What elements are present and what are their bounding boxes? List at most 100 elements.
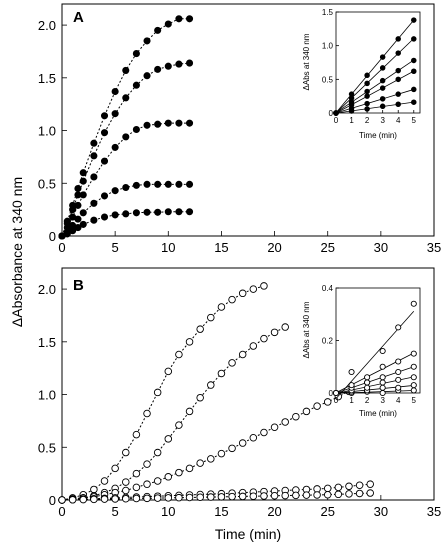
panel-b-series-3-point xyxy=(164,473,173,481)
panel-b-series-5-point xyxy=(68,496,77,504)
panel-b-series-4-point xyxy=(334,483,343,492)
panel-a-inset-series-1-point xyxy=(364,106,370,112)
panel-a-series-2-point xyxy=(90,199,98,207)
panel-a-inset-series-2-point xyxy=(379,96,386,102)
panel-a-series-5-point xyxy=(185,15,194,23)
panel-b-series-1-point xyxy=(122,448,130,457)
panel-b-inset-frame xyxy=(335,287,421,394)
panel-b-series-2-point xyxy=(196,393,204,402)
panel-b-series-3-point xyxy=(249,434,258,442)
panel-b-inset-series-6-point xyxy=(395,324,402,331)
panel-a-series-1-point xyxy=(154,208,162,216)
panel-a-series-3-point xyxy=(132,125,140,134)
panel-a-series-5-point xyxy=(122,66,130,74)
panel-a-series-2-point xyxy=(154,180,162,188)
panel-b-series-1-point xyxy=(185,338,194,346)
panel-b-x-tick-label: 5 xyxy=(112,504,119,519)
panel-b-series-3-point xyxy=(228,444,236,453)
panel-b-x-tick-label: 25 xyxy=(320,504,334,519)
panel-a-y-tick-label: 1.5 xyxy=(38,71,56,86)
panel-b-series-1-point xyxy=(153,388,162,397)
panel-b-x-tick-label: 20 xyxy=(267,504,281,519)
panel-a-x-tick-label: 20 xyxy=(267,240,281,255)
panel-a-y-tick-label: 2.0 xyxy=(38,18,56,33)
panel-a-series-3-point xyxy=(90,173,98,181)
panel-a-frame xyxy=(61,3,435,237)
panel-b-series-5-point xyxy=(164,494,173,502)
y-axis-label: ΔAbsorbance at 340 nm xyxy=(9,177,25,327)
panel-b-series-5-point xyxy=(249,492,258,500)
panel-a-y-tick-label: 0.5 xyxy=(38,176,56,191)
panel-b-series-3-point xyxy=(238,439,247,447)
panel-b-series-5-point xyxy=(111,495,119,503)
panel-a-inset-series-6-fit-line xyxy=(335,19,415,114)
panel-b-series-5-point xyxy=(153,494,162,502)
panel-a-series-3-point xyxy=(164,119,172,127)
panel-b-series-3-point xyxy=(196,459,204,467)
panel-a-series-5-point xyxy=(143,37,151,45)
panel-a-series-1-point xyxy=(79,220,87,228)
panel-b-series-5-point xyxy=(238,492,247,501)
panel-a-series-1-point xyxy=(90,216,98,224)
panel-a-inset-series-5-point xyxy=(395,50,401,56)
panel-a-letter: A xyxy=(73,9,84,26)
panel-b-inset-x-tick-label: 0 xyxy=(334,396,339,405)
panel-b-series-1-point xyxy=(143,409,151,418)
panel-a-inset-series-3-point xyxy=(364,93,370,99)
panel-b-inset-x-tick-label: 3 xyxy=(380,396,385,405)
panel-b-inset-series-6-point xyxy=(379,347,386,355)
panel-a-series-5-point xyxy=(175,15,183,23)
panel-a-series xyxy=(58,15,194,240)
panel-a-series-3-point xyxy=(111,143,119,151)
panel-b-series-5-point xyxy=(281,491,289,500)
panel-a-x-tick-label: 0 xyxy=(58,240,65,255)
panel-a-series-3-point xyxy=(175,119,183,127)
panel-b-series-1-point xyxy=(217,303,226,311)
panel-a-series-4-point xyxy=(100,129,109,137)
panel-b-series-5-point xyxy=(207,493,215,501)
panel-b-series-5-point xyxy=(196,493,204,502)
panel-b-y-tick-label: 2.0 xyxy=(38,282,56,297)
panel-b-series-5-point xyxy=(292,491,300,500)
panel-a-inset-series-4-fit-line xyxy=(335,59,415,114)
panel-b-series-2-point xyxy=(207,381,215,389)
panel-b-y-tick-label: 0.5 xyxy=(38,440,56,455)
panel-b-inset-series-4-point xyxy=(395,368,402,376)
panel-b-series-5-point xyxy=(270,492,279,500)
panel-a-x-tick-label: 25 xyxy=(320,240,334,255)
panel-a-series-3-point xyxy=(143,121,151,129)
panel-a-inset-series-2-point xyxy=(395,91,401,97)
panel-b-inset-series-4-point xyxy=(379,374,386,381)
panel-b-series-3-point xyxy=(281,418,289,426)
panel-a-inset-series-3-fit-line xyxy=(335,70,414,114)
panel-a-inset-series-6-point xyxy=(333,110,339,116)
panel-b-series-3-point xyxy=(292,412,300,421)
panel-a-x-tick-label: 5 xyxy=(112,240,119,255)
panel-a-inset-series-6-point xyxy=(411,17,417,23)
panel-b-series-1-point xyxy=(100,477,109,485)
panel-a-inset-series-2-point xyxy=(411,86,417,93)
panel-a-inset-y-tick-label: 1.0 xyxy=(322,42,334,51)
panel-a-series-3-point xyxy=(185,119,194,127)
panel-a-series-3-point xyxy=(100,157,109,165)
panel-b-series-3-point xyxy=(323,398,332,406)
panel-a-series-2-point xyxy=(100,192,109,200)
panel-b-x-tick-label: 0 xyxy=(58,504,65,519)
panel-a-series-2-point xyxy=(122,183,130,192)
panel-b-inset-x-tick-label: 1 xyxy=(349,396,354,405)
panel-a-inset-x-tick-label: 1 xyxy=(349,116,354,125)
panel-a-series-3-point xyxy=(154,120,162,128)
panel-b-series-3-point xyxy=(207,455,215,463)
panel-b-series-5-point xyxy=(228,492,236,501)
panel-b-inset-series-5-point xyxy=(395,358,402,365)
panel-a-series-5-point xyxy=(79,169,87,177)
panel-b-series-2-point xyxy=(153,448,162,457)
panel-b-series-1-point xyxy=(164,367,173,376)
panel-a-series-4-point xyxy=(164,62,172,70)
panel-b-series-3-point xyxy=(122,486,130,495)
panel-b-x-tick-label: 15 xyxy=(214,504,228,519)
panel-b-series-2-point xyxy=(238,350,247,359)
panel-a-series-5-point xyxy=(69,201,77,209)
panel-b-series-1-point xyxy=(260,282,268,290)
panel-a-y-tick-label: 0 xyxy=(49,229,56,244)
